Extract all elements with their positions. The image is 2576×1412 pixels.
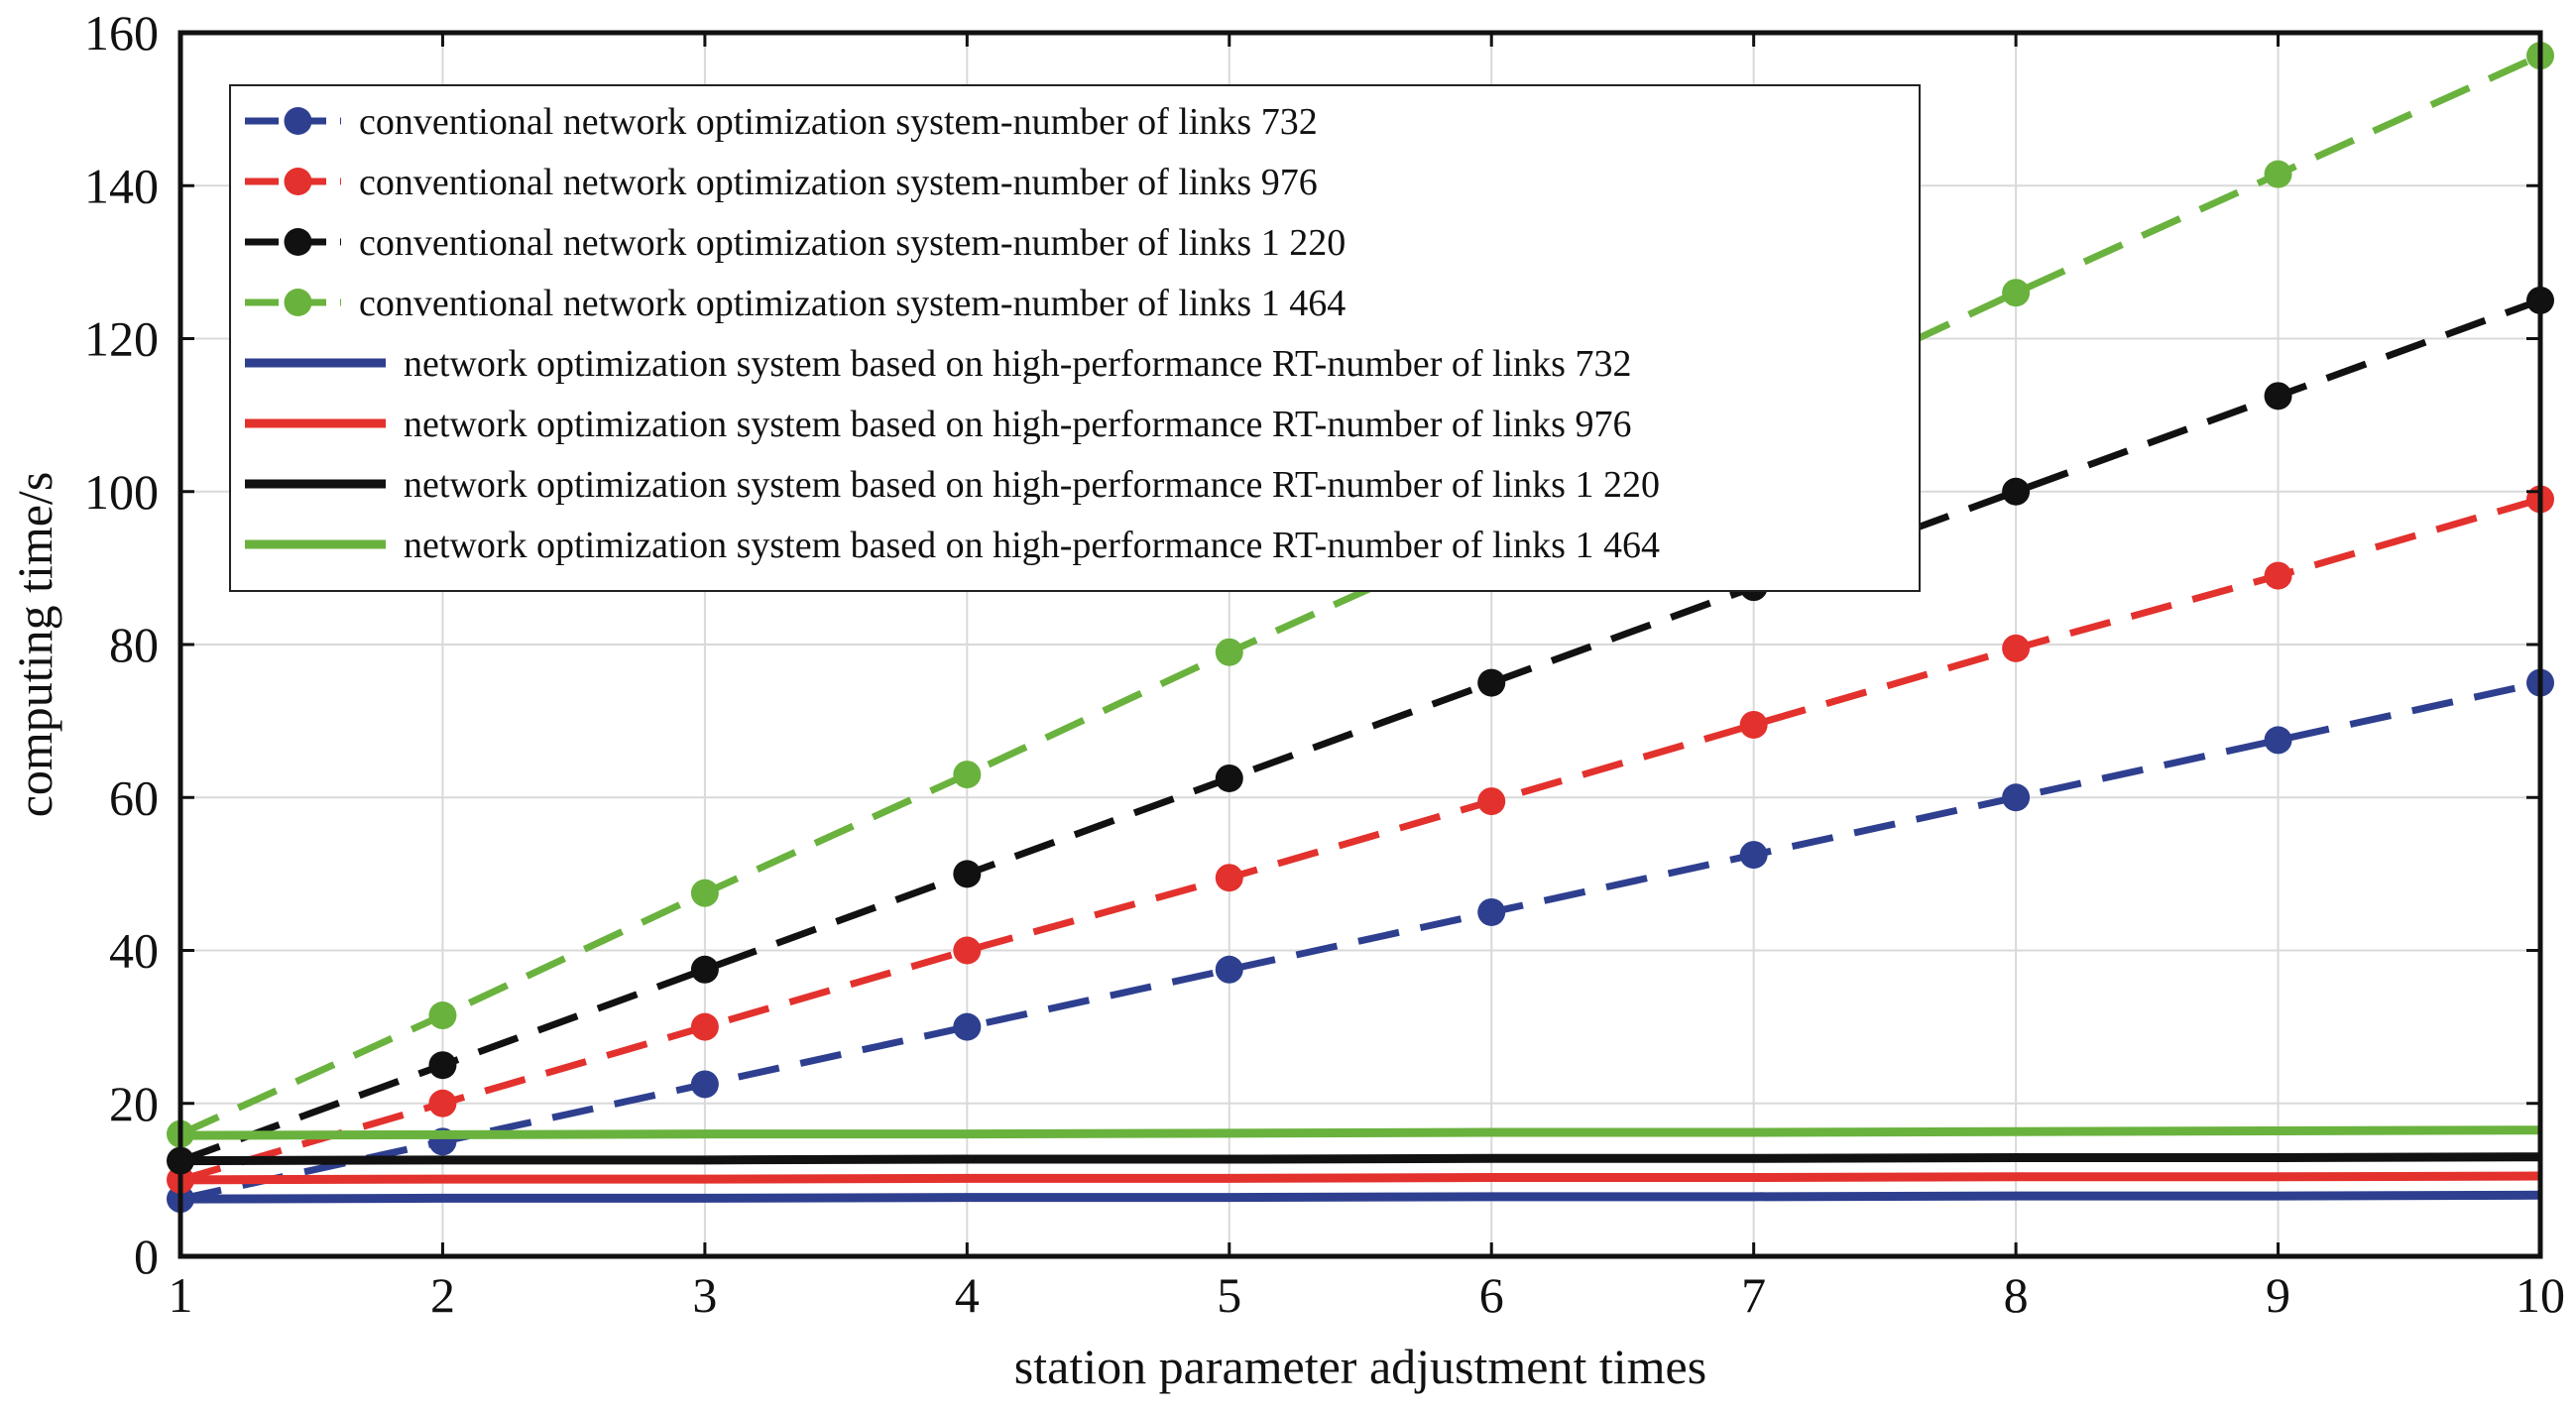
data-point bbox=[428, 1001, 457, 1030]
data-point bbox=[2264, 160, 2292, 188]
legend-entry-label: network optimization system based on hig… bbox=[404, 404, 1631, 445]
data-point bbox=[953, 1012, 982, 1041]
legend-entry-label: conventional network optimization system… bbox=[359, 283, 1346, 324]
legend-entry-label: conventional network optimization system… bbox=[359, 222, 1346, 264]
y-tick-label: 60 bbox=[109, 769, 159, 825]
legend-swatch-marker bbox=[284, 168, 312, 195]
data-point bbox=[953, 860, 982, 888]
legend-entry-label: network optimization system based on hig… bbox=[404, 464, 1660, 506]
legend-entry-label: network optimization system based on hig… bbox=[404, 343, 1631, 385]
solid-series-line bbox=[179, 1125, 2541, 1140]
data-point bbox=[1215, 764, 1243, 792]
y-tick-label: 140 bbox=[84, 158, 159, 213]
y-tick-label: 0 bbox=[134, 1229, 159, 1284]
data-point bbox=[1739, 710, 1768, 739]
data-point bbox=[1215, 955, 1243, 984]
legend-swatch-marker bbox=[284, 289, 312, 316]
x-tick-label: 1 bbox=[169, 1267, 193, 1323]
series-1 bbox=[167, 668, 2554, 1214]
dashed-series-line bbox=[179, 496, 2541, 1184]
data-point bbox=[1477, 787, 1506, 816]
data-point bbox=[1477, 897, 1506, 926]
x-tick-label: 3 bbox=[692, 1267, 717, 1323]
y-axis-label: computing time/s bbox=[7, 472, 62, 818]
data-point bbox=[2264, 726, 2292, 755]
x-tick-label: 7 bbox=[1741, 1267, 1766, 1323]
x-tick-label: 4 bbox=[955, 1267, 980, 1323]
x-tick-label: 9 bbox=[2266, 1267, 2290, 1323]
series-6 bbox=[179, 1171, 2541, 1185]
legend: conventional network optimization system… bbox=[229, 84, 1921, 592]
data-point bbox=[2002, 634, 2031, 662]
data-point bbox=[1215, 864, 1243, 892]
y-tick-label: 160 bbox=[84, 5, 159, 60]
series-8 bbox=[179, 1125, 2541, 1140]
solid-series-line bbox=[179, 1152, 2541, 1166]
x-tick-label: 2 bbox=[430, 1267, 455, 1323]
y-tick-label: 120 bbox=[84, 311, 159, 367]
y-tick-label: 20 bbox=[109, 1076, 159, 1131]
data-point bbox=[690, 955, 719, 984]
legend-entry-label: network optimization system based on hig… bbox=[404, 525, 1660, 566]
data-point bbox=[1215, 638, 1243, 666]
data-point bbox=[690, 1012, 719, 1041]
solid-series-line bbox=[179, 1190, 2541, 1204]
dashed-series-line bbox=[178, 296, 2542, 1164]
legend-box bbox=[229, 84, 1921, 592]
y-tick-label: 40 bbox=[109, 923, 159, 979]
y-tick-label: 100 bbox=[84, 464, 159, 520]
data-point bbox=[953, 936, 982, 965]
legend-items: conventional network optimization system… bbox=[245, 101, 1660, 566]
series-layer bbox=[167, 42, 2554, 1214]
x-tick-label: 8 bbox=[2004, 1267, 2029, 1323]
data-point bbox=[428, 1089, 457, 1118]
data-point bbox=[690, 879, 719, 907]
x-tick-label: 10 bbox=[2516, 1267, 2565, 1323]
data-point bbox=[428, 1051, 457, 1080]
dashed-series-line bbox=[178, 52, 2542, 1137]
legend-entry-label: conventional network optimization system… bbox=[359, 101, 1318, 143]
legend-swatch-marker bbox=[284, 107, 312, 135]
solid-series-line bbox=[179, 1171, 2541, 1185]
data-point bbox=[2264, 561, 2292, 590]
data-point bbox=[953, 761, 982, 789]
x-tick-label: 5 bbox=[1217, 1267, 1241, 1323]
data-point bbox=[2002, 477, 2031, 506]
data-point bbox=[1739, 841, 1768, 870]
data-point bbox=[2002, 783, 2031, 812]
data-point bbox=[2264, 382, 2292, 411]
legend-entry-label: conventional network optimization system… bbox=[359, 162, 1318, 203]
legend-swatch-marker bbox=[284, 228, 312, 256]
x-axis-label: station parameter adjustment times bbox=[1014, 1339, 1706, 1394]
y-tick-label: 80 bbox=[109, 617, 159, 672]
series-5 bbox=[179, 1190, 2541, 1204]
dashed-series-line bbox=[179, 679, 2541, 1203]
data-point bbox=[2002, 279, 2031, 307]
data-point bbox=[1477, 668, 1506, 697]
series-7 bbox=[179, 1152, 2541, 1166]
data-point bbox=[690, 1070, 719, 1099]
x-tick-label: 6 bbox=[1479, 1267, 1504, 1323]
